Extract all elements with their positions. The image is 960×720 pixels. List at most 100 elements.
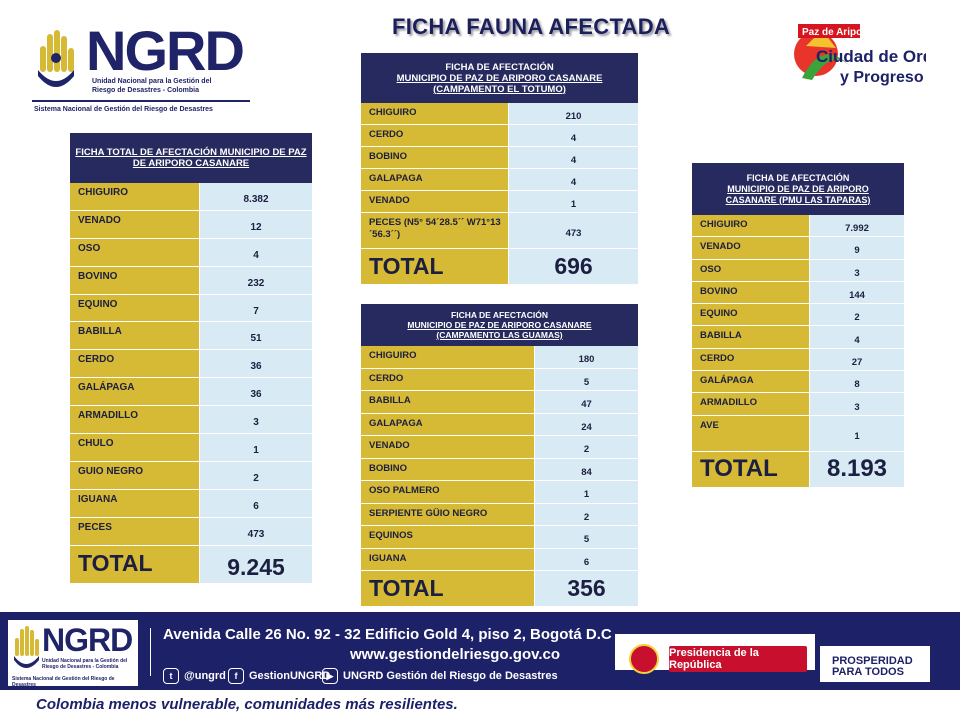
total-row: TOTAL 696 [361, 249, 638, 285]
table-header-line3: (CAMPAMENTO LAS GUAMAS) [436, 330, 563, 340]
species-name: BABILLA [361, 391, 535, 413]
table-totumo: FICHA DE AFECTACIÓN MUNICIPIO DE PAZ DE … [361, 53, 638, 285]
table-row: OSO 4 [70, 238, 312, 267]
species-name: SERPIENTE GÜIO NEGRO [361, 503, 535, 525]
species-name: CERDO [70, 350, 200, 378]
table-row: EQUINO 2 [692, 304, 904, 327]
species-name: BOVINO [692, 281, 810, 304]
table-row: BOVINO 144 [692, 281, 904, 305]
species-name: IGUANA [361, 548, 535, 570]
table-row: IGUANA 6 [70, 489, 312, 518]
total-label: TOTAL [361, 571, 535, 606]
ngrd-system-name: Sistema Nacional de Gestión del Riesgo d… [34, 106, 213, 113]
species-name: ARMADILLO [70, 406, 200, 434]
table-row: CERDO 4 [361, 125, 638, 147]
species-count: 4 [509, 125, 638, 146]
youtube-link[interactable]: ▶ UNGRD Gestión del Riesgo de Desastres [322, 668, 558, 684]
species-count: 6 [200, 489, 312, 517]
species-count: 1 [509, 191, 638, 212]
footer-divider [150, 628, 151, 676]
ngrd-logo: NGRD Unidad Nacional para la Gestión del… [30, 20, 255, 120]
species-name: BOVINO [70, 266, 200, 294]
species-count: 473 [509, 213, 638, 248]
species-name: CHULO [70, 434, 200, 461]
species-count: 2 [200, 461, 312, 489]
species-name: PECES [70, 517, 200, 545]
species-count: 84 [535, 458, 638, 480]
species-count: 180 [535, 346, 638, 368]
species-name: CHIGUIRO [70, 183, 200, 210]
table-row: GALÁPAGA 36 [70, 378, 312, 407]
species-name: VENADO [692, 237, 810, 259]
species-name: GUIO NEGRO [70, 461, 200, 489]
total-label: TOTAL [361, 249, 509, 284]
total-row: TOTAL 9.245 [70, 545, 312, 584]
species-name: GALAPAGA [361, 169, 509, 190]
footer: NGRD Unidad Nacional para la Gestión del… [0, 612, 960, 720]
species-count: 47 [535, 391, 638, 413]
ngrd-subtitle-line2: Riesgo de Desastres - Colombia [92, 87, 199, 94]
species-count: 8.382 [200, 183, 312, 210]
facebook-handle: GestionUNGRD [249, 670, 331, 682]
table-row: PECES 473 [70, 517, 312, 546]
species-count: 144 [810, 281, 904, 304]
table-row: PECES (N5° 54´28.5´´ W71°13´56.3´´) 473 [361, 213, 638, 249]
species-count: 232 [200, 266, 312, 294]
species-name: CHIGUIRO [692, 215, 810, 237]
table-header-line1: FICHA DE AFECTACIÓN [445, 61, 554, 73]
table-header: FICHA DE AFECTACIÓN MUNICIPIO DE PAZ DE … [361, 53, 638, 103]
table-row: AVE 1 [692, 415, 904, 452]
species-count: 4 [509, 169, 638, 190]
colombia-seal-icon [629, 644, 659, 674]
species-count: 12 [200, 210, 312, 238]
species-count: 24 [535, 413, 638, 435]
table-header-line2: MUNICIPIO DE PAZ DE ARIPORO CASANARE [407, 320, 592, 330]
city-logo-line2: Ciudad de Orden [816, 47, 926, 66]
facebook-icon: f [228, 668, 244, 684]
facebook-link[interactable]: f GestionUNGRD [228, 668, 330, 684]
species-name: VENADO [70, 210, 200, 238]
twitter-handle: @ungrd [184, 670, 226, 682]
species-count: 210 [509, 103, 638, 124]
species-count: 3 [810, 393, 904, 415]
paz-de-ariporo-logo: Paz de Ariporo Ciudad de Orden y Progres… [794, 24, 926, 86]
footer-ngrd-system-name: Sistema Nacional de Gestión del Riesgo d… [12, 676, 115, 688]
prosperidad-logo [820, 646, 930, 682]
presidencia-label: Presidencia de la República [669, 646, 807, 672]
page-title: FICHA FAUNA AFECTADA [392, 14, 671, 39]
table-row: CHIGUIRO 8.382 [70, 183, 312, 211]
table-header-line3: CASANARE (PMU LAS TAPARAS) [725, 194, 871, 205]
table-row: BABILLA 47 [361, 391, 638, 414]
table-row: ARMADILLO 3 [692, 393, 904, 416]
species-count: 6 [535, 548, 638, 570]
table-row: GALAPAGA 4 [361, 169, 638, 191]
table-row: CHIGUIRO 180 [361, 346, 638, 369]
species-name: CHIGUIRO [361, 103, 509, 124]
footer-address: Avenida Calle 26 No. 92 - 32 Edificio Go… [163, 626, 612, 643]
presidencia-logo: Presidencia de la República [615, 634, 815, 674]
species-name: BOBINO [361, 147, 509, 168]
table-header: FICHA DE AFECTACIÓN MUNICIPIO DE PAZ DE … [692, 163, 904, 215]
table-row: GALÁPAGA 8 [692, 371, 904, 394]
species-count: 36 [200, 378, 312, 406]
footer-website-link[interactable]: www.gestiondelriesgo.gov.co [350, 646, 561, 663]
species-count: 36 [200, 350, 312, 378]
species-count: 7 [200, 294, 312, 322]
species-count: 473 [200, 517, 312, 545]
ngrd-subtitle-line1: Unidad Nacional para la Gestión del [92, 78, 212, 85]
twitter-link[interactable]: t @ungrd [163, 668, 226, 684]
table-row: EQUINO 7 [70, 294, 312, 323]
species-name: OSO [692, 259, 810, 281]
footer-slogan: Colombia menos vulnerable, comunidades m… [36, 696, 458, 713]
table-row: SERPIENTE GÜIO NEGRO 2 [361, 503, 638, 526]
table-row: GUIO NEGRO 2 [70, 461, 312, 490]
species-count: 5 [535, 526, 638, 548]
table-header-line2: MUNICIPIO DE PAZ DE ARIPORO CASANARE [396, 72, 603, 84]
species-name: OSO [70, 238, 200, 266]
table-row: CERDO 5 [361, 368, 638, 391]
prosperidad-line1: PROSPERIDAD [832, 655, 913, 667]
species-name: BABILLA [692, 326, 810, 348]
species-name: AVE [692, 415, 810, 451]
species-count: 4 [810, 326, 904, 348]
table-header-line1: FICHA DE AFECTACIÓN [451, 310, 548, 320]
